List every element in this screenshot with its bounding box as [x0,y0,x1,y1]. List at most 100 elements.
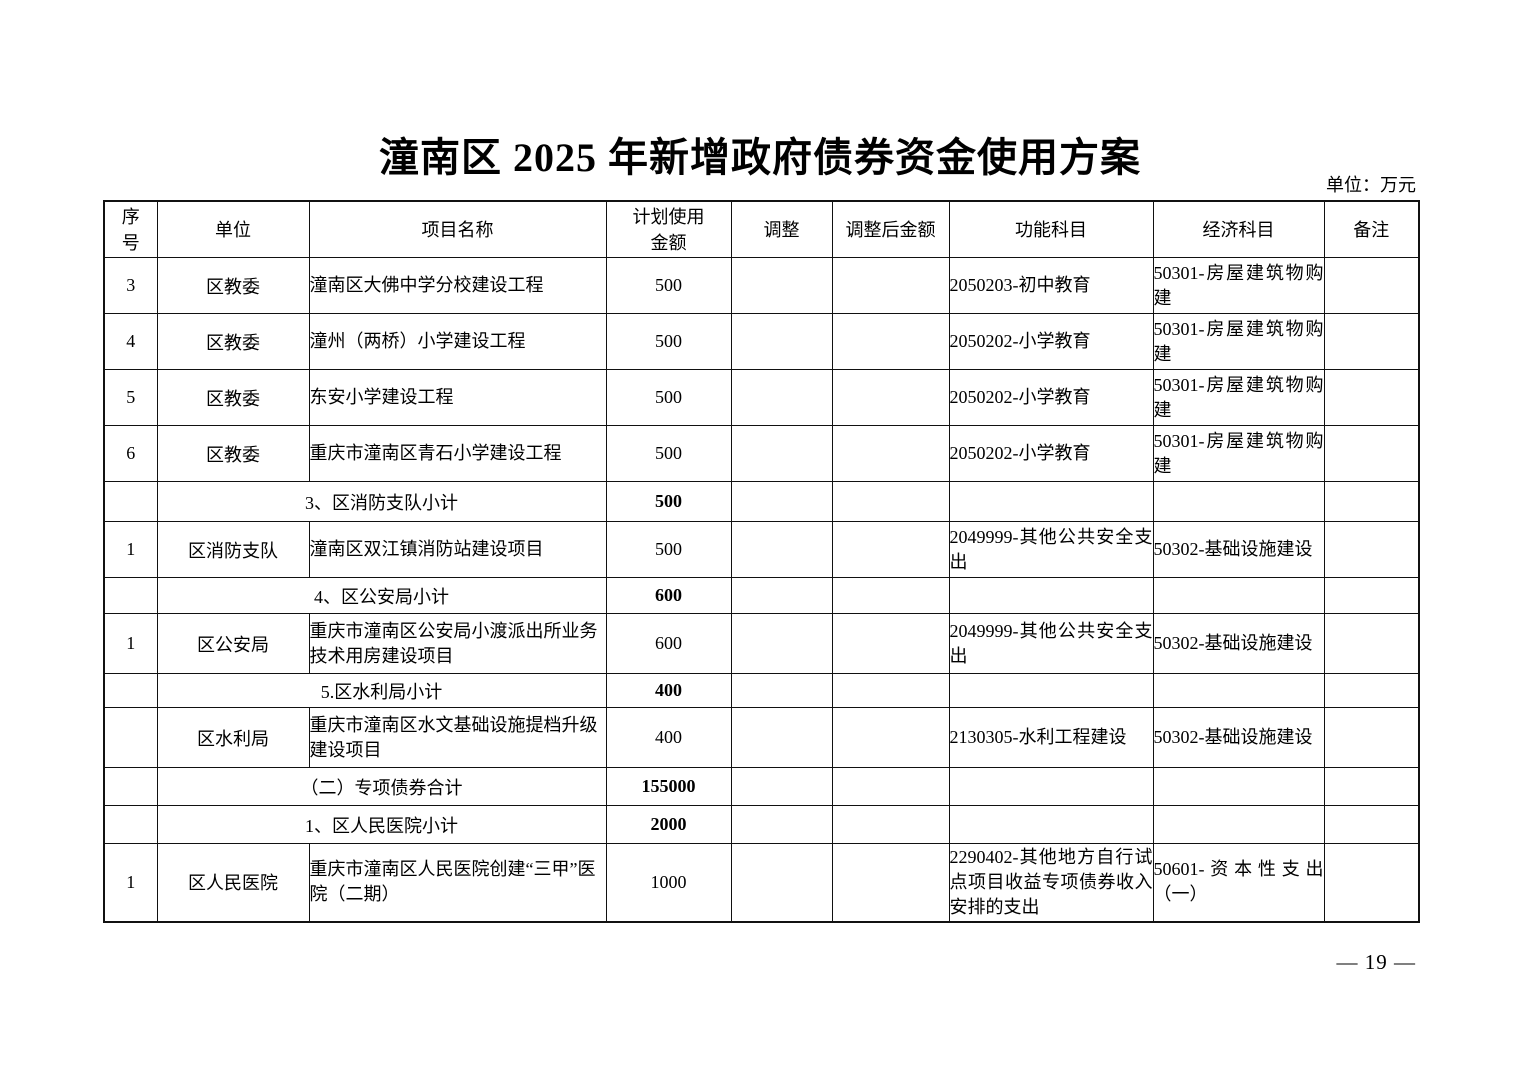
unit-note: 单位：万元 [1326,175,1416,195]
cell-economic-subject [1152,805,1325,844]
cell-function-subject [948,767,1154,806]
cell-seq [103,805,158,844]
cell-adjusted-amount [831,613,950,674]
cell-project: 东安小学建设工程 [308,369,607,426]
cell-project: 潼州（两桥）小学建设工程 [308,313,607,370]
cell-project: 潼南区双江镇消防站建设项目 [308,521,607,578]
cell-seq: 1 [103,613,158,674]
cell-remark [1323,257,1420,314]
cell-seq [103,673,158,708]
table-row: 4 区教委 潼州（两桥）小学建设工程 500 2050202-小学教育 50301-房屋建… [103,313,1420,370]
cell-adjusted-amount [831,521,950,578]
cell-adjusted-amount [831,767,950,806]
page-number: — 19 — [1336,950,1416,974]
cell-unit: 区教委 [156,425,310,482]
cell-unit: 区教委 [156,313,310,370]
cell-function-subject: 2130305-水利工程建设 [948,707,1154,768]
column-header-adjusted-amount: 调整后金额 [831,200,950,258]
cell-unit: 区教委 [156,369,310,426]
cell-project: 重庆市潼南区水文基础设施提档升级建设项目 [308,707,607,768]
cell-adjusted-amount [831,257,950,314]
column-header-function-subject: 功能科目 [948,200,1154,258]
table-row: 1 区人民医院 重庆市潼南区人民医院创建“三甲”医院（二期） 1000 2290402-… [103,843,1420,922]
cell-function-subject: 2050203-初中教育 [948,257,1154,314]
cell-adjusted-amount [831,481,950,522]
table-row: 区水利局 重庆市潼南区水文基础设施提档升级建设项目 400 2130305-水利工程建… [103,707,1420,768]
cell-planned-amount: 600 [605,613,732,674]
cell-planned-amount: 155000 [605,767,732,806]
cell-seq: 1 [103,521,158,578]
cell-remark [1323,481,1420,522]
cell-unit: 区人民医院 [156,843,310,922]
cell-adjustment [730,613,833,674]
cell-subtotal-label: 5.区水利局小计 [156,673,607,708]
cell-economic-subject: 50302-基础设施建设 [1152,707,1325,768]
cell-unit: 区教委 [156,257,310,314]
cell-economic-subject [1152,673,1325,708]
table-row: 1 区公安局 重庆市潼南区公安局小渡派出所业务技术用房建设项目 600 2049999-… [103,613,1420,674]
cell-function-subject [948,481,1154,522]
cell-seq [103,767,158,806]
cell-unit: 区消防支队 [156,521,310,578]
cell-planned-amount: 500 [605,257,732,314]
column-header-planned-amount: 计划使用 金额 [605,200,732,258]
subtotal-row: 5.区水利局小计 400 [103,673,1420,708]
cell-unit: 区公安局 [156,613,310,674]
cell-adjustment [730,805,833,844]
subtotal-row: 1、区人民医院小计 2000 [103,805,1420,844]
column-header-unit: 单位 [156,200,310,258]
cell-subtotal-label: 1、区人民医院小计 [156,805,607,844]
cell-adjustment [730,313,833,370]
page-title: 潼南区 2025 年新增政府债券资金使用方案 [379,134,1141,180]
cell-economic-subject: 50301-房屋建筑物购建 [1152,313,1325,370]
cell-adjustment [730,577,833,614]
cell-remark [1323,805,1420,844]
cell-planned-amount: 500 [605,313,732,370]
budget-table: 序 号单位 项目名称 计划使用 金额 调整 调整后金额 功能科目 经济科目 备注 3 区教委 潼南… [103,200,1420,923]
table-row: 6 区教委 重庆市潼南区青石小学建设工程 500 2050202-小学教育 50301-房… [103,425,1420,482]
cell-remark [1323,369,1420,426]
cell-function-subject: 2050202-小学教育 [948,425,1154,482]
cell-remark [1323,613,1420,674]
cell-adjustment [730,767,833,806]
cell-adjusted-amount [831,843,950,922]
cell-remark [1323,577,1420,614]
cell-planned-amount: 500 [605,369,732,426]
column-header-adjustment: 调整 [730,200,833,258]
cell-subtotal-label: 3、区消防支队小计 [156,481,607,522]
cell-economic-subject: 50302-基础设施建设 [1152,613,1325,674]
cell-economic-subject: 50601-资本性支出（一） [1152,843,1325,922]
cell-economic-subject [1152,481,1325,522]
column-header-remark: 备注 [1323,200,1420,258]
table-header-row: 序 号单位 项目名称 计划使用 金额 调整 调整后金额 功能科目 经济科目 备注 [103,200,1420,258]
cell-planned-amount: 500 [605,521,732,578]
cell-planned-amount: 600 [605,577,732,614]
subtotal-row: （二）专项债券合计 155000 [103,767,1420,806]
cell-planned-amount: 500 [605,481,732,522]
cell-project: 重庆市潼南区公安局小渡派出所业务技术用房建设项目 [308,613,607,674]
cell-adjustment [730,257,833,314]
cell-function-subject [948,577,1154,614]
cell-adjustment [730,707,833,768]
cell-seq: 5 [103,369,158,426]
cell-function-subject: 2290402-其他地方自行试点项目收益专项债券收入安排的支出 [948,843,1154,922]
cell-project: 重庆市潼南区青石小学建设工程 [308,425,607,482]
cell-remark [1323,521,1420,578]
cell-remark [1323,843,1420,922]
cell-subtotal-label: （二）专项债券合计 [156,767,607,806]
cell-economic-subject [1152,577,1325,614]
cell-adjusted-amount [831,313,950,370]
cell-economic-subject: 50301-房屋建筑物购建 [1152,425,1325,482]
cell-subtotal-label: 4、区公安局小计 [156,577,607,614]
subtotal-row: 3、区消防支队小计 500 [103,481,1420,522]
cell-remark [1323,707,1420,768]
cell-function-subject [948,805,1154,844]
cell-planned-amount: 1000 [605,843,732,922]
table-row: 3 区教委 潼南区大佛中学分校建设工程 500 2050203-初中教育 50301-房屋… [103,257,1420,314]
cell-remark [1323,425,1420,482]
cell-seq: 1 [103,843,158,922]
table-row: 5 区教委 东安小学建设工程 500 2050202-小学教育 50301-房屋建筑物购建 [103,369,1420,426]
cell-economic-subject: 50302-基础设施建设 [1152,521,1325,578]
cell-project: 重庆市潼南区人民医院创建“三甲”医院（二期） [308,843,607,922]
